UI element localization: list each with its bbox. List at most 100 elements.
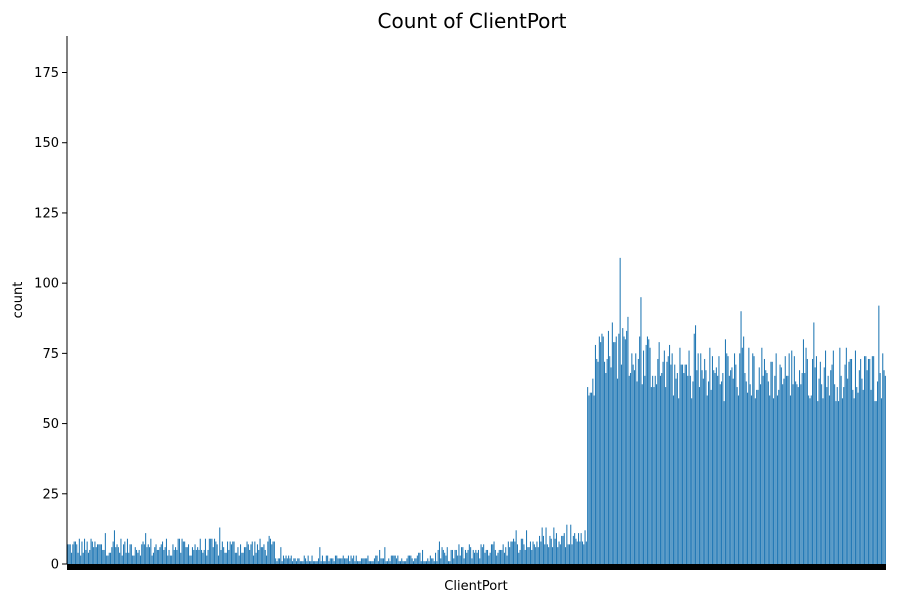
bar <box>80 555 82 564</box>
bar <box>390 555 392 564</box>
bar <box>555 533 557 564</box>
bar <box>324 561 326 564</box>
bar <box>568 544 570 564</box>
bar <box>463 558 465 564</box>
bar <box>787 375 789 564</box>
bar <box>597 361 599 564</box>
bar <box>688 350 690 564</box>
bar <box>670 364 672 564</box>
bar <box>799 370 801 564</box>
bar <box>383 558 385 564</box>
bar <box>449 561 451 564</box>
bar <box>867 358 869 564</box>
bar <box>817 401 819 564</box>
bar <box>775 353 777 564</box>
bar <box>622 328 624 564</box>
bar <box>173 549 175 564</box>
bar <box>214 538 216 564</box>
bar <box>409 555 411 564</box>
bar <box>496 555 498 564</box>
bar <box>843 387 845 564</box>
bar <box>679 347 681 564</box>
bar <box>692 381 694 564</box>
bar <box>193 549 195 564</box>
bar <box>255 552 257 564</box>
bar <box>533 544 535 564</box>
bar <box>795 381 797 564</box>
bar <box>546 544 548 564</box>
bar <box>384 547 386 564</box>
bar <box>709 347 711 564</box>
bar <box>258 549 260 564</box>
bar <box>188 544 190 564</box>
y-tick-label: 100 <box>34 277 59 292</box>
bar <box>821 384 823 564</box>
bar <box>467 549 469 564</box>
bar <box>553 527 555 564</box>
bar <box>554 538 556 564</box>
bar <box>717 375 719 564</box>
bar <box>446 547 448 564</box>
bar <box>450 549 452 564</box>
bar <box>172 544 174 564</box>
bar <box>727 356 729 564</box>
bar <box>766 373 768 564</box>
bar <box>864 356 866 564</box>
bar <box>168 549 170 564</box>
bar <box>527 547 529 564</box>
bar <box>275 558 277 564</box>
bar <box>769 395 771 564</box>
bar <box>125 552 127 564</box>
bar <box>458 544 460 564</box>
bar <box>674 364 676 564</box>
bar <box>106 555 108 564</box>
bar <box>587 387 589 564</box>
bar <box>528 547 530 564</box>
bar <box>871 356 873 564</box>
bar <box>584 530 586 564</box>
bar <box>198 549 200 564</box>
bar <box>562 535 564 564</box>
bar <box>604 361 606 564</box>
bar <box>503 552 505 564</box>
bar <box>115 547 117 564</box>
bar <box>162 541 164 564</box>
bar <box>224 552 226 564</box>
bars <box>67 257 886 564</box>
bar <box>672 395 674 564</box>
bar <box>549 535 551 564</box>
bar <box>661 373 663 564</box>
bar <box>602 336 604 564</box>
bar <box>847 378 849 564</box>
bar <box>613 342 615 564</box>
bar <box>99 544 101 564</box>
bar <box>644 375 646 564</box>
bar <box>310 561 312 564</box>
bar <box>150 538 152 564</box>
bar <box>427 558 429 564</box>
bar <box>598 336 600 564</box>
bar <box>228 549 230 564</box>
bar <box>401 558 403 564</box>
bar <box>471 558 473 564</box>
bar <box>805 347 807 564</box>
bar <box>406 558 408 564</box>
bar <box>739 353 741 564</box>
bar <box>306 561 308 564</box>
bar <box>185 547 187 564</box>
bar <box>516 544 518 564</box>
bar <box>124 541 126 564</box>
bar <box>836 387 838 564</box>
bar <box>303 555 305 564</box>
bar <box>396 558 398 564</box>
bar <box>580 533 582 564</box>
bar <box>838 401 840 564</box>
bar <box>754 398 756 564</box>
bar <box>610 367 612 564</box>
bar <box>643 350 645 564</box>
bar <box>262 547 264 564</box>
bar <box>233 541 235 564</box>
bar <box>459 555 461 564</box>
bar <box>800 384 802 564</box>
y-tick-label: 25 <box>42 487 59 502</box>
